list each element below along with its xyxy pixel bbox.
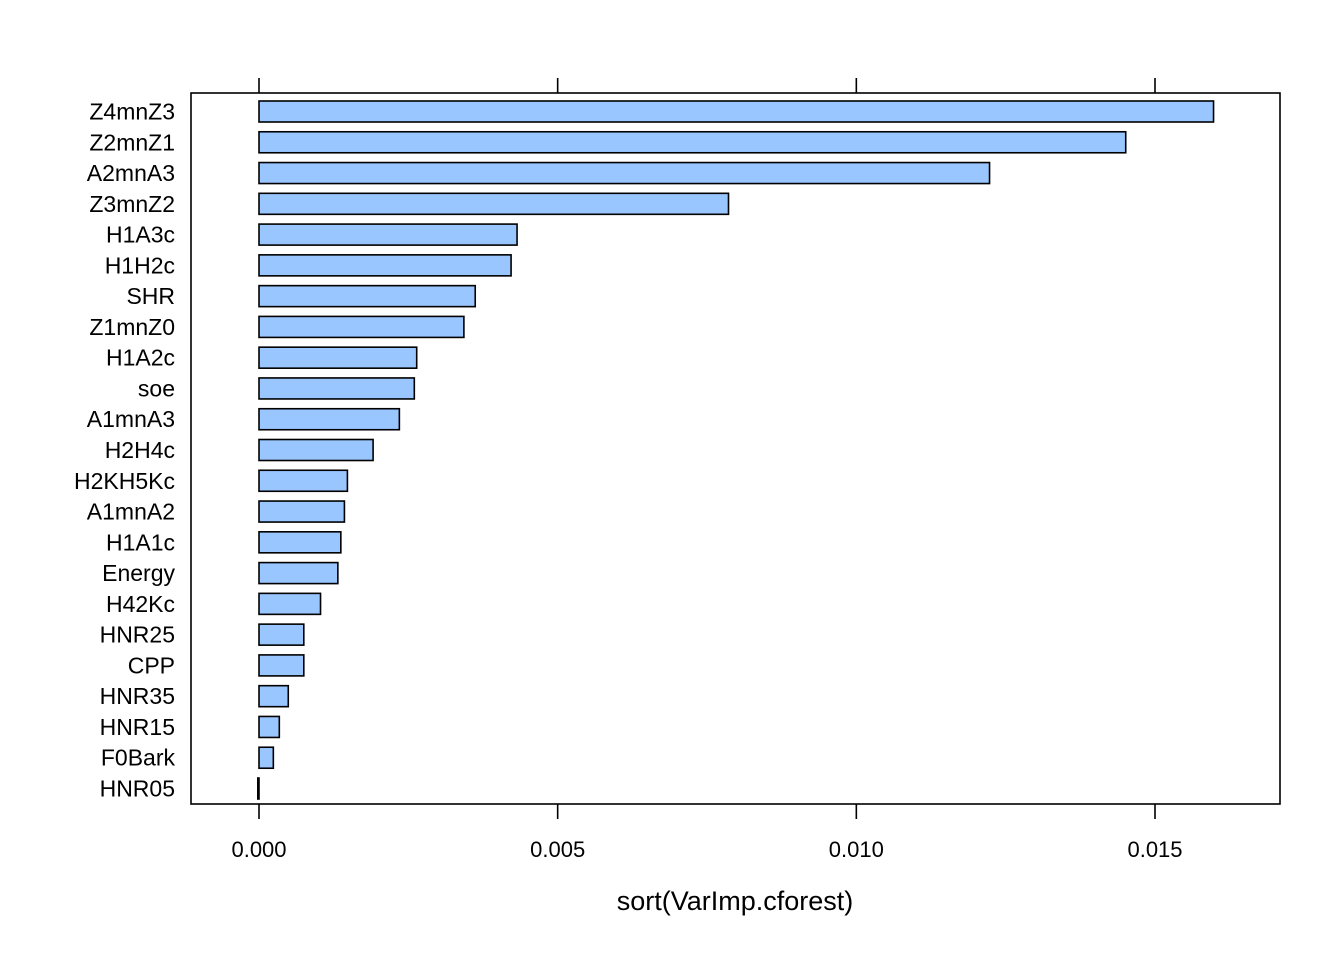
category-label-h2h4c: H2H4c [105, 437, 175, 463]
bar-a2mna3 [258, 161, 991, 185]
x-tick-label: 0.015 [1127, 837, 1182, 862]
bar-h42kc [258, 592, 322, 616]
category-label-h1a2c: H1A2c [106, 345, 175, 371]
category-label-hnr35: HNR35 [100, 683, 175, 709]
x-tick-label: 0.000 [231, 837, 286, 862]
category-label-z4mnz3: Z4mnZ3 [89, 99, 175, 125]
category-label-hnr25: HNR25 [100, 622, 175, 648]
bar-energy [258, 561, 339, 585]
bar-h2kh5kc [258, 469, 349, 493]
bar-h1h2c [258, 254, 512, 277]
category-label-z2mnz1: Z2mnZ1 [89, 129, 175, 155]
category-label-f0bark: F0Bark [101, 745, 176, 771]
category-label-a1mna2: A1mnA2 [87, 499, 175, 525]
category-label-a2mna3: A2mnA3 [87, 160, 175, 186]
category-label-hnr05: HNR05 [100, 776, 175, 802]
category-label-h1a3c: H1A3c [106, 222, 175, 248]
category-label-shr: SHR [126, 283, 175, 309]
x-axis-ticks: 0.000 0.005 0.010 0.015 [231, 78, 1183, 862]
bar-a1mna2 [258, 500, 346, 523]
bar-cpp [258, 654, 305, 677]
category-label-cpp: CPP [128, 652, 175, 678]
category-label-z1mnz0: Z1mnZ0 [89, 314, 175, 340]
bar-z4mnz3 [258, 100, 1215, 123]
x-tick-label: 0.010 [829, 837, 884, 862]
bar-z3mnz2 [258, 192, 730, 216]
bar-f0bark [258, 746, 275, 770]
bar-soe [258, 377, 416, 400]
category-label-h1h2c: H1H2c [105, 252, 175, 278]
category-label-hnr15: HNR15 [100, 714, 175, 740]
bar-z1mnz0 [258, 315, 465, 339]
bar-hnr15 [258, 715, 281, 739]
bar-h1a1c [258, 531, 342, 554]
category-label-z3mnz2: Z3mnZ2 [89, 191, 175, 217]
bar-hnr05 [257, 777, 260, 800]
bar-h2h4c [258, 438, 374, 462]
category-label-h2kh5kc: H2KH5Kc [74, 468, 175, 494]
category-label-h1a1c: H1A1c [106, 529, 175, 555]
category-label-energy: Energy [102, 560, 175, 586]
bars-group [257, 100, 1215, 800]
bar-hnr35 [258, 684, 290, 708]
plot-frame [190, 92, 1281, 805]
bar-shr [258, 284, 477, 308]
category-label-a1mna3: A1mnA3 [87, 406, 175, 432]
x-axis-title: sort(VarImp.cforest) [617, 886, 854, 916]
bar-a1mna3 [258, 407, 401, 431]
bar-z2mnz1 [258, 130, 1127, 154]
bar-h1a2c [258, 346, 418, 369]
bar-h1a3c [258, 223, 518, 246]
x-tick-label: 0.005 [530, 837, 585, 862]
category-label-soe: soe [138, 375, 175, 401]
category-label-h42kc: H42Kc [106, 591, 175, 617]
bar-hnr25 [258, 623, 305, 646]
category-labels: Z4mnZ3 Z2mnZ1 A2mnA3 Z3mnZ2 H1A3c H1H2c SHR Z1m… [74, 99, 175, 802]
